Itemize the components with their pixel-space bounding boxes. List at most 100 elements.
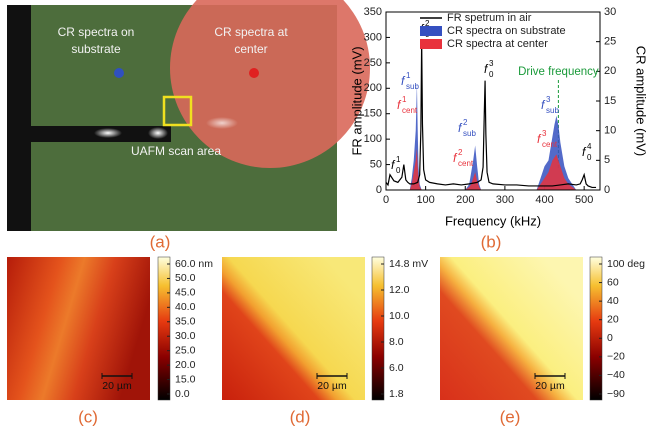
colorbar-label: −20 [607,351,625,363]
colorbar-label: 0 [607,332,613,344]
legend-swatch [420,26,442,36]
chart: 0 100 200 300 400 500050100150200250300350051… [349,6,648,229]
scale-bar-label: 20 µm [102,380,132,392]
annotation-base: f [401,74,406,88]
colorbar-label: 100 deg [607,258,645,270]
area [465,172,482,190]
x-tick-label: 200 [456,194,474,206]
annotation-sub: cent [402,106,418,115]
annotation-sup: 2 [425,19,430,28]
scan-area-box [162,95,193,127]
map-c [7,256,171,401]
panel-label: (e) [500,407,521,426]
legend-swatch [420,39,442,49]
legend-label: CR spectra at center [447,38,548,50]
map-image [7,257,150,400]
y2-tick-label: 10 [604,125,616,137]
map-image [440,257,583,400]
colorbar [371,256,385,401]
colorbar-label: 60.0 nm [175,258,213,270]
annotation-sup: 3 [489,59,494,68]
drive-frequency-label: Drive frequency [518,66,599,78]
y2-tick-label: 25 [604,36,616,48]
area [536,154,577,190]
annotation-sub: sub [463,129,476,138]
annotation-base: f [391,158,396,172]
annotation-base: f [537,132,542,146]
annotation-sub: cent [458,159,474,168]
colorbar-label: 6.0 [389,362,404,374]
panel-label: (a) [150,232,171,251]
colorbar [589,256,603,401]
annotation-sup: 3 [542,129,547,138]
x-tick-label: 100 [416,194,434,206]
annotation-base: f [397,98,402,112]
y2-axis-label: CR amplitude (mV) [634,46,649,157]
legend-label: FR spetrum in air [447,12,532,24]
substrate-point [114,68,124,78]
y2-tick-label: 20 [604,65,616,77]
annotation-sup: 2 [458,148,463,157]
y-tick-label: 100 [364,133,382,145]
annotation-base: f [484,62,489,76]
reflection [94,128,122,138]
reflection [206,117,238,129]
map-image [222,257,365,400]
photo-label: CR spectra at [214,25,288,39]
panel-label: (d) [290,407,311,426]
chip-edge [7,5,31,231]
colorbar-label: 35.0 [175,316,196,328]
area [536,115,577,190]
photo-panel: CR spectra on substrate CR spectra at ce… [7,0,370,231]
annotation-sub: 0 [396,166,401,175]
colorbar-label: 10.0 [389,310,410,322]
annotation-sub: 0 [489,70,494,79]
colorbar-label: 20.0 [175,359,196,371]
colorbar-label: 0.0 [175,388,190,400]
photo-label: CR spectra on [58,25,135,39]
annotation-sub: sub [406,82,419,91]
center-point [249,68,259,78]
area [465,145,482,190]
x-tick-label: 300 [496,194,514,206]
colorbar-label: 25.0 [175,344,196,356]
map-d [222,256,385,401]
x-tick-label: 0 [383,194,389,206]
panel-label: (c) [78,407,98,426]
colorbar-label: 20 [607,313,619,325]
colorbar-label: 45.0 [175,287,196,299]
y-tick-label: 0 [376,184,382,196]
annotation-sub: sub [546,106,559,115]
annotation-sup: 1 [406,71,411,80]
photo-label: UAFM scan area [131,144,221,158]
y-tick-label: 300 [364,31,382,43]
y-tick-label: 200 [364,82,382,94]
y2-tick-label: 5 [604,154,610,166]
colorbar-label: 14.8 mV [389,258,428,270]
y-axis-label: FR amplitude (mV) [349,46,364,155]
y2-tick-label: 30 [604,6,616,18]
annotation-base: f [453,151,458,165]
annotation-base: f [582,145,587,159]
legend-label: CR spectra on substrate [447,25,566,37]
colorbar-label: 1.8 [389,388,404,400]
x-axis-label: Frequency (kHz) [445,213,541,228]
annotation-base: f [458,121,463,135]
y-tick-label: 50 [370,158,382,170]
annotation-sup: 4 [587,142,592,151]
scale-bar-label: 20 µm [535,380,565,392]
x-tick-label: 500 [575,194,593,206]
colorbar-label: −90 [607,388,625,400]
scale-bar-label: 20 µm [317,380,347,392]
reflection [148,127,168,139]
colorbar-label: 8.0 [389,336,404,348]
colorbar-label: 40 [607,295,619,307]
colorbar-label: −40 [607,369,625,381]
map-e [440,256,603,401]
annotation-sup: 2 [463,118,468,127]
y-tick-label: 250 [364,57,382,69]
colorbar-label: 30.0 [175,330,196,342]
y-tick-label: 150 [364,108,382,120]
colorbar-label: 50.0 [175,272,196,284]
